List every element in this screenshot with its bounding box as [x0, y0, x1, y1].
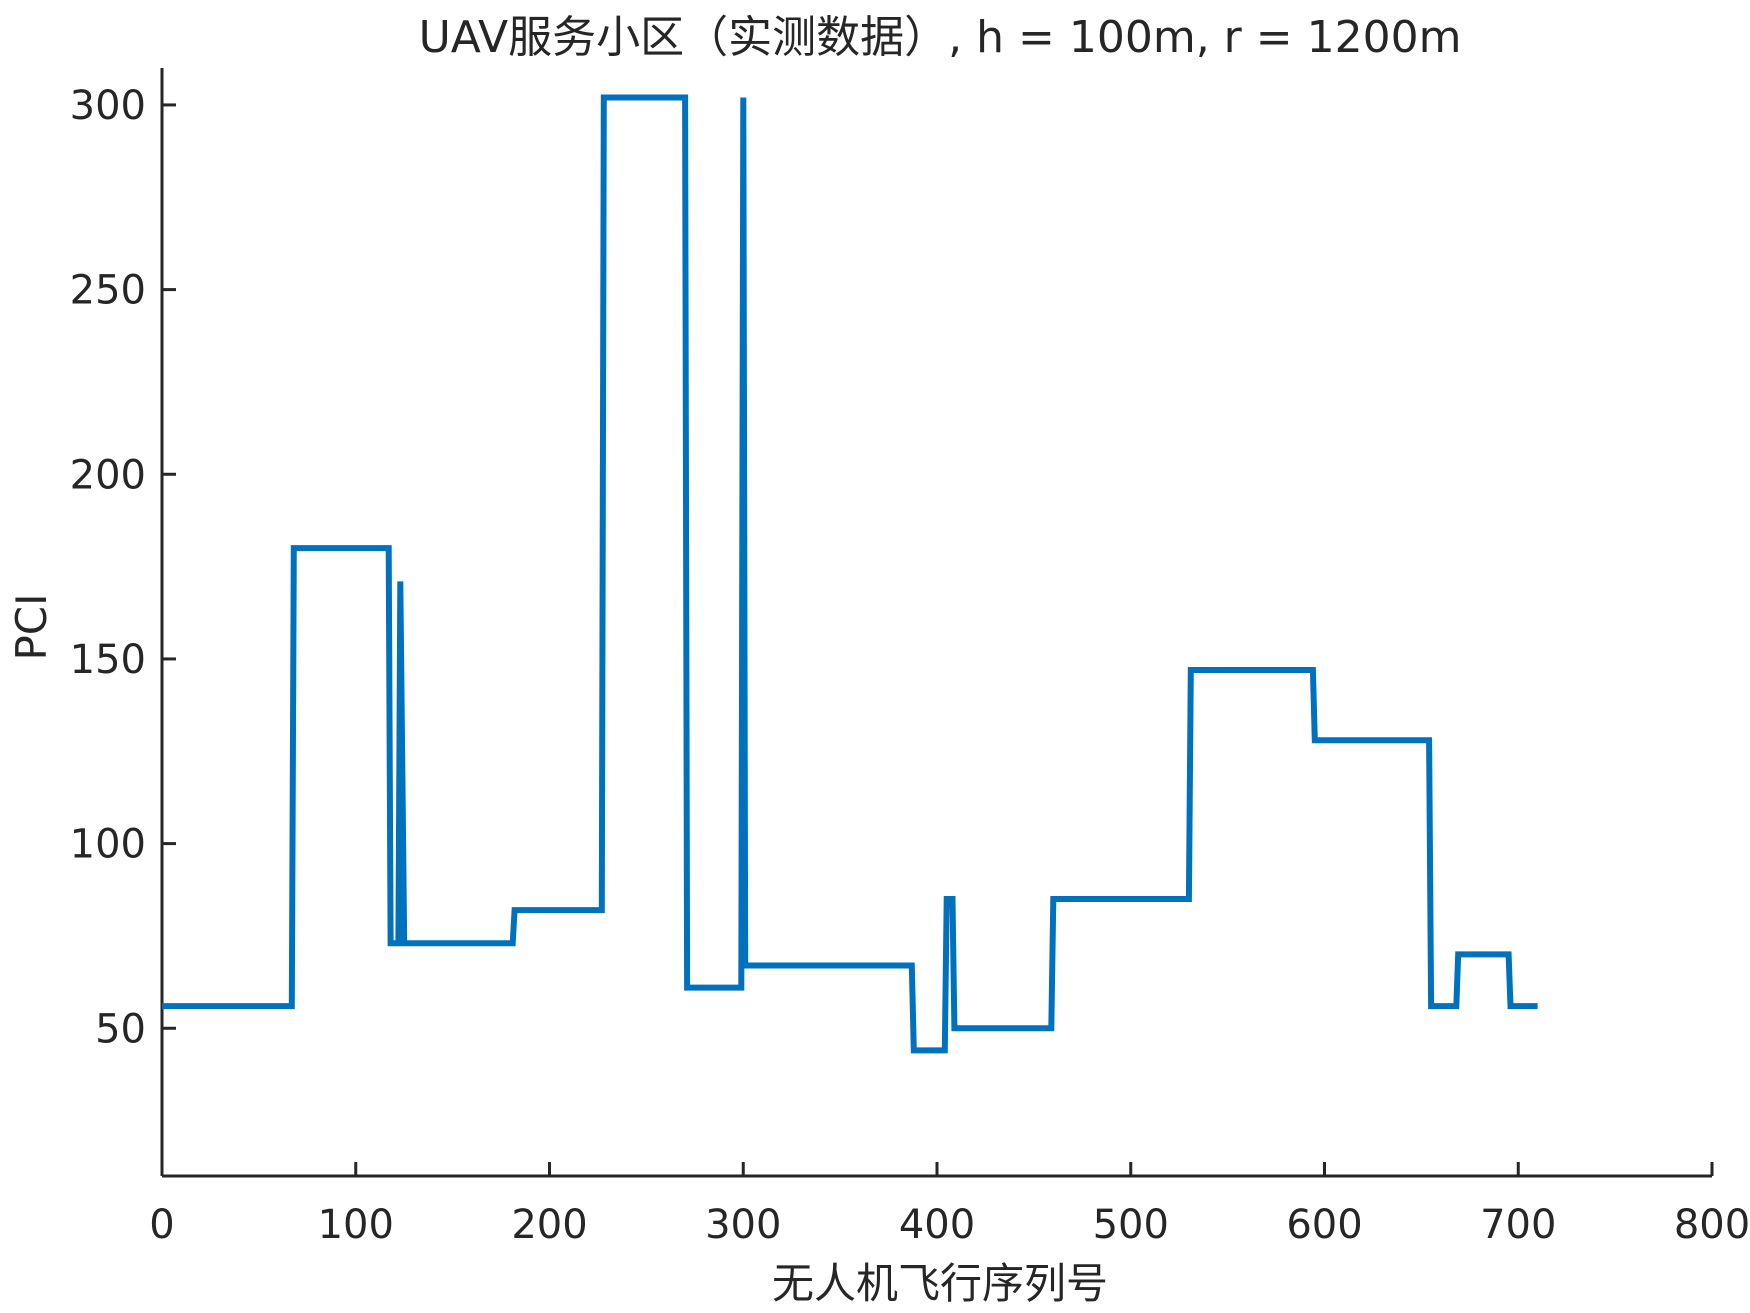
x-tick-label: 700	[1480, 1202, 1556, 1248]
data-point	[685, 97, 686, 98]
data-point	[911, 965, 912, 966]
data-point	[512, 943, 513, 944]
x-axis-label: 无人机飞行序列号	[772, 1259, 1108, 1308]
pci-series-line	[162, 94, 1538, 1054]
data-point	[162, 1006, 163, 1007]
data-point	[1431, 1006, 1432, 1007]
data-point	[946, 899, 947, 900]
data-point	[1456, 1006, 1457, 1007]
chart-title: UAV服务小区（实测数据）, h = 100m, r = 1200m	[419, 12, 1462, 63]
data-point	[1429, 740, 1430, 741]
y-tick-label: 100	[70, 822, 146, 868]
data-point	[944, 1050, 945, 1051]
data-point	[745, 965, 746, 966]
x-tick-label: 0	[149, 1202, 174, 1248]
x-tick-label: 800	[1674, 1202, 1750, 1248]
data-point	[1051, 1028, 1052, 1029]
data-point	[687, 987, 688, 988]
plot-area: 0 100 200 300 400 500 600 700 800 50 100 150 200 250 3…	[70, 68, 1750, 1248]
data-point	[398, 943, 399, 944]
y-tick-label: 150	[70, 637, 146, 683]
data-point	[1314, 740, 1315, 741]
data-point	[514, 910, 515, 911]
data-point	[603, 97, 604, 98]
data-point	[1537, 1006, 1538, 1007]
data-point	[743, 97, 744, 98]
data-point	[1510, 1006, 1511, 1007]
x-tick-label: 100	[318, 1202, 394, 1248]
data-point	[388, 548, 389, 549]
data-point	[741, 987, 742, 988]
x-tick-label: 300	[705, 1202, 781, 1248]
data-point	[1053, 899, 1054, 900]
data-point	[406, 943, 407, 944]
data-point	[747, 965, 748, 966]
x-tick-label: 200	[511, 1202, 587, 1248]
y-tick-label: 200	[70, 452, 146, 498]
data-point	[601, 910, 602, 911]
data-point	[404, 943, 405, 944]
data-point	[1508, 954, 1509, 955]
data-point	[390, 943, 391, 944]
data-point	[954, 1028, 955, 1029]
y-tick-label: 250	[70, 268, 146, 314]
data-point	[291, 1006, 292, 1007]
x-tick-label: 600	[1286, 1202, 1362, 1248]
data-point	[293, 548, 294, 549]
data-point	[1458, 954, 1459, 955]
y-tick-label: 50	[95, 1006, 146, 1052]
data-point	[952, 899, 953, 900]
y-axis-label: PCI	[7, 593, 56, 660]
x-tick-label: 500	[1093, 1202, 1169, 1248]
x-tick-label: 400	[899, 1202, 975, 1248]
data-point	[400, 581, 401, 582]
data-point	[913, 1050, 914, 1051]
data-point	[1190, 670, 1191, 671]
data-point	[1312, 670, 1313, 671]
y-tick-label: 300	[70, 83, 146, 129]
data-point	[1188, 899, 1189, 900]
